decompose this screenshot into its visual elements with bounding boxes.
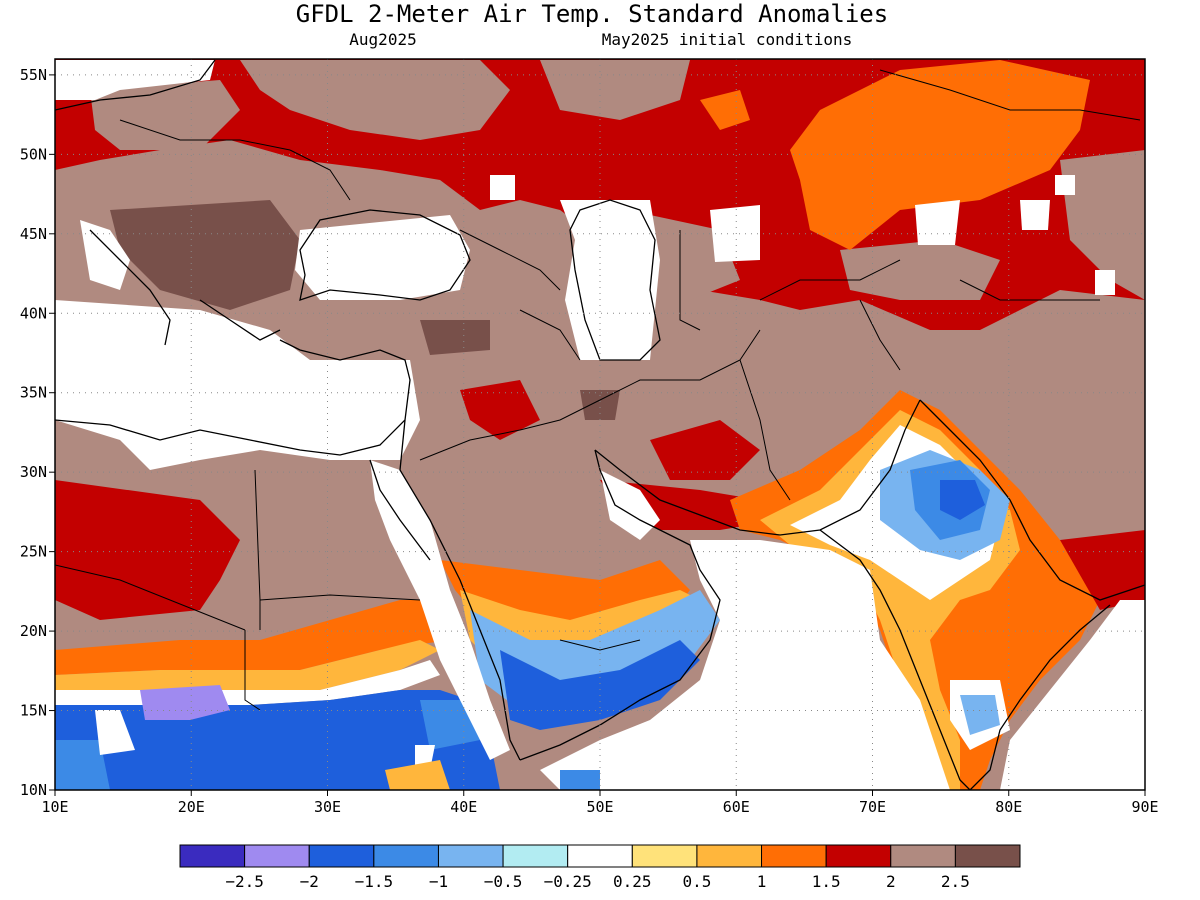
lon-tick-label: 50E [586,798,613,816]
legend-label: −2 [300,872,319,891]
borders [55,69,1141,711]
legend-swatch [244,844,310,868]
subtitle-valid-month: Aug2025 [349,30,416,49]
legend-label: −0.5 [484,872,523,891]
subtitle-initial-conditions: May2025 initial conditions [602,30,852,49]
legend-swatch [954,844,1021,868]
legend-label: −1.5 [355,872,394,891]
legend-label: 1 [757,872,767,891]
lon-tick-label: 20E [178,798,205,816]
coastlines [55,59,1145,790]
latitude-axis: 55N 50N 45N 40N 35N 30N 25N 20N 15N 10N [20,66,55,799]
legend-swatch [437,844,504,868]
lat-tick-label: 30N [20,463,47,481]
legend-label: 2.5 [941,872,970,891]
lon-tick-label: 70E [859,798,886,816]
legend-label: 0.25 [613,872,652,891]
legend-swatch [179,844,246,868]
lat-tick-label: 55N [20,66,47,84]
legend-label: −2.5 [225,872,264,891]
legend-swatch [373,844,439,868]
legend-swatch [631,844,698,868]
lon-tick-label: 80E [995,798,1022,816]
lat-tick-label: 40N [20,304,47,322]
anomaly-field [55,59,1145,790]
lat-tick-label: 25N [20,543,47,561]
lon-tick-label: 30E [314,798,341,816]
lon-tick-label: 10E [41,798,68,816]
legend-swatch [567,844,633,868]
legend-swatch [696,844,763,868]
legend-swatch [308,844,375,868]
longitude-axis: 10E 20E 30E 40E 50E 60E 70E 80E 90E [41,790,1159,816]
lon-tick-label: 40E [450,798,477,816]
color-legend: −2.5 −2 −1.5 −1 −0.5 −0.25 0.25 0.5 1 1.5 2 2.5 [179,844,1021,891]
legend-label: 0.5 [682,872,711,891]
legend-label: 1.5 [812,872,841,891]
legend-swatch [502,844,569,868]
lat-tick-label: 15N [20,702,47,720]
lon-tick-label: 90E [1131,798,1158,816]
legend-swatch [825,844,892,868]
lat-tick-label: 35N [20,384,47,402]
map-title: GFDL 2-Meter Air Temp. Standard Anomalie… [296,0,888,28]
lat-tick-label: 50N [20,145,47,163]
lat-tick-label: 10N [20,781,47,799]
legend-label: −0.25 [544,872,592,891]
lat-tick-label: 20N [20,622,47,640]
legend-swatch [761,844,827,868]
legend-label: 2 [886,872,896,891]
lon-tick-label: 60E [723,798,750,816]
lat-tick-label: 45N [20,225,47,243]
legend-label: −1 [429,872,448,891]
legend-swatch [890,844,956,868]
